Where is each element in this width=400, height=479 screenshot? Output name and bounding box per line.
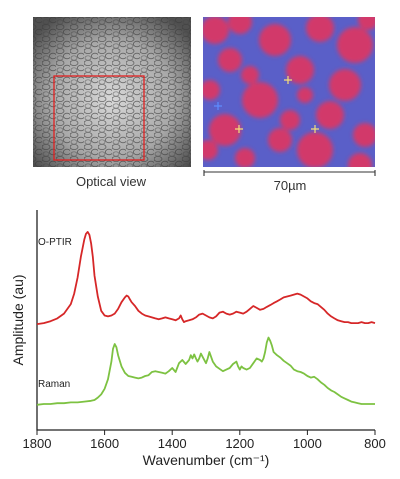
x-axis-ticks: 1800 1600 1400 1200 1000 800 bbox=[23, 430, 386, 451]
series-line-o-ptir bbox=[36, 231, 376, 325]
map-hotspot bbox=[329, 69, 361, 101]
marker-plus-icon bbox=[214, 102, 222, 110]
chart-frame bbox=[36, 210, 375, 431]
map-hotspots bbox=[203, 17, 375, 167]
map-hotspot bbox=[228, 17, 252, 34]
map-hotspot bbox=[268, 128, 292, 152]
y-axis-label: Amplitude (au) bbox=[10, 274, 26, 365]
x-tick-label: 1200 bbox=[225, 436, 254, 451]
x-tick-label: 800 bbox=[364, 436, 386, 451]
map-panel: 70µm bbox=[203, 17, 376, 193]
map-hotspot bbox=[259, 24, 291, 56]
map-hotspot bbox=[306, 17, 334, 42]
marker-plus-icon bbox=[311, 125, 319, 133]
spectra-chart: 1800 1600 1400 1200 1000 800 Wavenumber (cm⁻¹… bbox=[10, 210, 386, 468]
scale-label: 70µm bbox=[274, 178, 307, 193]
map-hotspot bbox=[242, 82, 278, 118]
scale-bar bbox=[203, 170, 376, 176]
map-hotspot bbox=[203, 17, 229, 44]
marker-plus-icon bbox=[235, 125, 243, 133]
map-hotspot bbox=[218, 48, 242, 72]
series-line-raman bbox=[36, 336, 375, 406]
x-tick-label: 1000 bbox=[293, 436, 322, 451]
series-label-optir: O-PTIR bbox=[38, 237, 72, 248]
map-hotspot bbox=[235, 148, 255, 167]
optical-caption: Optical view bbox=[76, 174, 147, 189]
optical-roi-box bbox=[53, 75, 145, 161]
map-hotspot bbox=[297, 132, 333, 167]
map-hotspot bbox=[203, 140, 218, 160]
map-hotspot bbox=[241, 66, 259, 84]
map-hotspot bbox=[358, 17, 375, 30]
series-lines bbox=[36, 231, 376, 406]
map-hotspot bbox=[203, 80, 220, 100]
map-hotspot bbox=[297, 87, 313, 103]
map-hotspot bbox=[353, 123, 375, 147]
map-hotspot bbox=[316, 101, 344, 129]
x-axis-label: Wavenumber (cm⁻¹) bbox=[143, 452, 270, 468]
optical-panel: Optical view bbox=[33, 17, 191, 189]
map-hotspot bbox=[280, 110, 300, 130]
series-label-raman: Raman bbox=[38, 379, 70, 390]
map-hotspot bbox=[348, 153, 372, 167]
x-tick-label: 1400 bbox=[158, 436, 187, 451]
marker-plus-icon bbox=[284, 76, 292, 84]
optical-cells-texture bbox=[33, 17, 191, 167]
x-tick-label: 1800 bbox=[23, 436, 52, 451]
map-hotspot bbox=[209, 114, 241, 146]
x-tick-label: 1600 bbox=[90, 436, 119, 451]
map-hotspot bbox=[337, 27, 373, 63]
map-markers bbox=[214, 76, 319, 133]
map-hotspot bbox=[286, 56, 314, 84]
